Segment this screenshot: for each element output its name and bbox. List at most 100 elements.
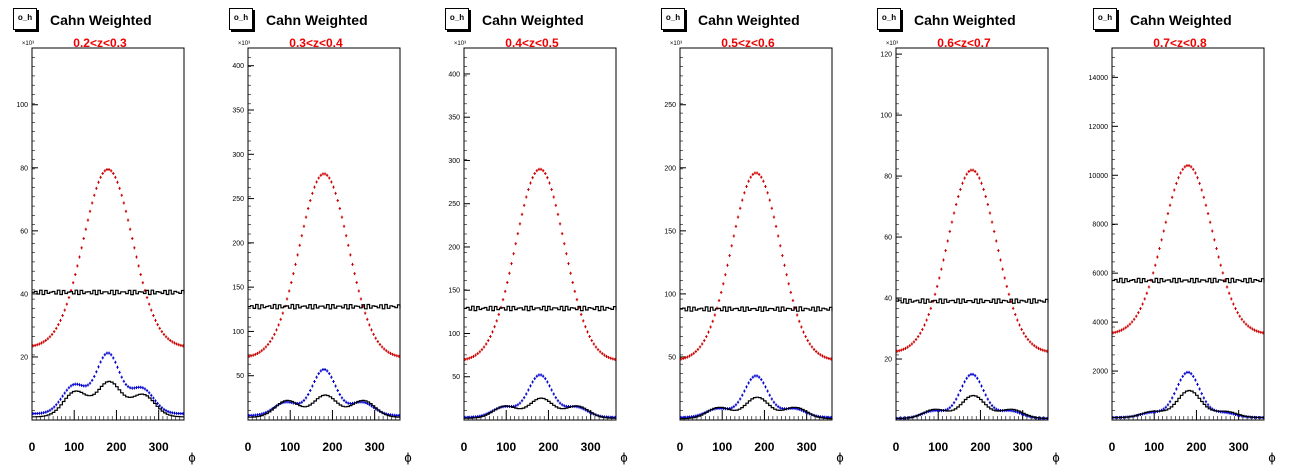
x-tick-label: 300 xyxy=(797,440,817,454)
stats-box[interactable]: o_h xyxy=(661,8,685,30)
plot-area: ×10³ 50 100 150 200 250 0 100 200 300 ϕ xyxy=(664,41,843,465)
z-bin-label: 0.3<z<0.4 xyxy=(289,36,343,50)
plot-area: ×10³ 20 40 60 80 100 120 0 100 200 300 ϕ xyxy=(880,41,1059,465)
chart-panel-2: o_h Cahn Weighted 0.3<z<0.4 ×10³ 50 100 150… xyxy=(216,0,432,472)
y-tick-label: 100 xyxy=(232,329,244,336)
stats-box[interactable]: o_h xyxy=(445,8,469,30)
y-tick-label: 100 xyxy=(16,102,28,109)
y-tick-label: 250 xyxy=(664,102,676,109)
plot-area: ×10³ 20 40 60 80 100 0 100 200 300 ϕ xyxy=(16,41,195,465)
y-tick-label: 12000 xyxy=(1089,124,1109,131)
x-tick-label: 200 xyxy=(754,440,774,454)
y-tick-label: 100 xyxy=(880,113,892,120)
plot-area: ×10³ 50 100 150 200 250 300 350 400 0 100 200 300 ϕ xyxy=(448,41,627,465)
series-line xyxy=(680,306,833,312)
plot-frame xyxy=(895,47,1049,421)
x-tick-label: 200 xyxy=(322,440,342,454)
y-tick-label: 14000 xyxy=(1089,75,1109,82)
y-tick-label: 150 xyxy=(232,285,244,292)
x-axis-label: ϕ xyxy=(404,450,411,465)
chart-title: Cahn Weighted xyxy=(698,12,800,28)
chart-panel-5: o_h Cahn Weighted 0.6<z<0.7 ×10³ 20 40 60 80… xyxy=(864,0,1080,472)
plot-frame xyxy=(463,47,617,421)
x-tick-label: 100 xyxy=(64,440,84,454)
x-tick-label: 300 xyxy=(149,440,169,454)
y-tick-label: 20 xyxy=(20,354,28,361)
y-tick-label: 40 xyxy=(884,296,892,303)
y-tick-label: 10000 xyxy=(1089,173,1109,180)
y-multiplier-label: ×10³ xyxy=(454,41,466,47)
chart-title: Cahn Weighted xyxy=(266,12,368,28)
y-tick-label: 250 xyxy=(448,201,460,208)
y-tick-label: 20 xyxy=(884,357,892,364)
x-tick-label: 0 xyxy=(29,440,36,454)
y-tick-label: 400 xyxy=(232,63,244,70)
series-line xyxy=(896,394,1048,419)
x-tick-label: 200 xyxy=(538,440,558,454)
series-line xyxy=(248,394,400,418)
series-line xyxy=(1112,389,1264,419)
y-tick-label: 200 xyxy=(232,240,244,247)
x-tick-label: 100 xyxy=(928,440,948,454)
y-tick-label: 6000 xyxy=(1092,271,1108,278)
y-tick-label: 60 xyxy=(884,235,892,242)
stats-box[interactable]: o_h xyxy=(877,8,901,30)
x-axis-label: ϕ xyxy=(188,450,195,465)
chart-panel-3: o_h Cahn Weighted 0.4<z<0.5 ×10³ 50 100 150… xyxy=(432,0,648,472)
y-tick-label: 60 xyxy=(20,228,28,235)
chart-title: Cahn Weighted xyxy=(50,12,152,28)
plot-frame xyxy=(31,47,185,421)
x-tick-label: 100 xyxy=(712,440,732,454)
x-tick-label: 0 xyxy=(677,440,684,454)
y-tick-label: 200 xyxy=(448,244,460,251)
x-tick-label: 100 xyxy=(496,440,516,454)
plot-area: 2000 4000 6000 8000 10000 12000 14000 0 100 200 30… xyxy=(1089,47,1276,465)
plot-frame xyxy=(679,47,833,421)
stats-box[interactable]: o_h xyxy=(1093,8,1117,30)
series-line xyxy=(680,396,833,420)
x-axis-label: ϕ xyxy=(836,450,843,465)
y-tick-label: 300 xyxy=(448,158,460,165)
x-tick-label: 0 xyxy=(461,440,468,454)
chart-panel-1: o_h Cahn Weighted 0.2<z<0.3 ×10³ 20 40 60 80… xyxy=(0,0,216,472)
series-line xyxy=(248,303,401,310)
x-tick-label: 0 xyxy=(1109,440,1116,454)
y-tick-label: 350 xyxy=(232,108,244,115)
x-tick-label: 200 xyxy=(970,440,990,454)
y-tick-label: 200 xyxy=(664,165,676,172)
y-tick-label: 2000 xyxy=(1092,369,1108,376)
plot-frame xyxy=(247,47,401,421)
stats-box[interactable]: o_h xyxy=(229,8,253,30)
plot-frame xyxy=(1111,47,1265,421)
y-tick-label: 8000 xyxy=(1092,222,1108,229)
y-tick-label: 100 xyxy=(448,331,460,338)
x-tick-label: 200 xyxy=(106,440,126,454)
series-line xyxy=(32,289,185,296)
x-tick-label: 300 xyxy=(365,440,385,454)
stats-box[interactable]: o_h xyxy=(13,8,37,30)
chart-title: Cahn Weighted xyxy=(1130,12,1232,28)
chart-panel-4: o_h Cahn Weighted 0.5<z<0.6 ×10³ 50 100 150… xyxy=(648,0,864,472)
x-tick-label: 300 xyxy=(581,440,601,454)
x-tick-label: 0 xyxy=(893,440,900,454)
y-tick-label: 150 xyxy=(664,228,676,235)
y-tick-label: 120 xyxy=(880,52,892,59)
x-axis-label: ϕ xyxy=(620,450,627,465)
series-line xyxy=(32,380,184,418)
plot-area: ×10³ 50 100 150 200 250 300 350 400 0 100 200 300 ϕ xyxy=(232,41,411,465)
x-tick-label: 200 xyxy=(1186,440,1206,454)
z-bin-label: 0.7<z<0.8 xyxy=(1153,36,1207,50)
y-multiplier-label: ×10³ xyxy=(22,41,34,47)
x-tick-label: 100 xyxy=(1144,440,1164,454)
z-bin-label: 0.2<z<0.3 xyxy=(73,36,127,50)
y-tick-label: 100 xyxy=(664,291,676,298)
y-tick-label: 4000 xyxy=(1092,320,1108,327)
y-multiplier-label: ×10³ xyxy=(670,41,682,47)
y-multiplier-label: ×10³ xyxy=(886,41,898,47)
y-tick-label: 250 xyxy=(232,196,244,203)
series-line xyxy=(1112,277,1265,284)
y-tick-label: 80 xyxy=(20,165,28,172)
series-line xyxy=(896,298,1049,304)
y-tick-label: 150 xyxy=(448,288,460,295)
z-bin-label: 0.4<z<0.5 xyxy=(505,36,559,50)
